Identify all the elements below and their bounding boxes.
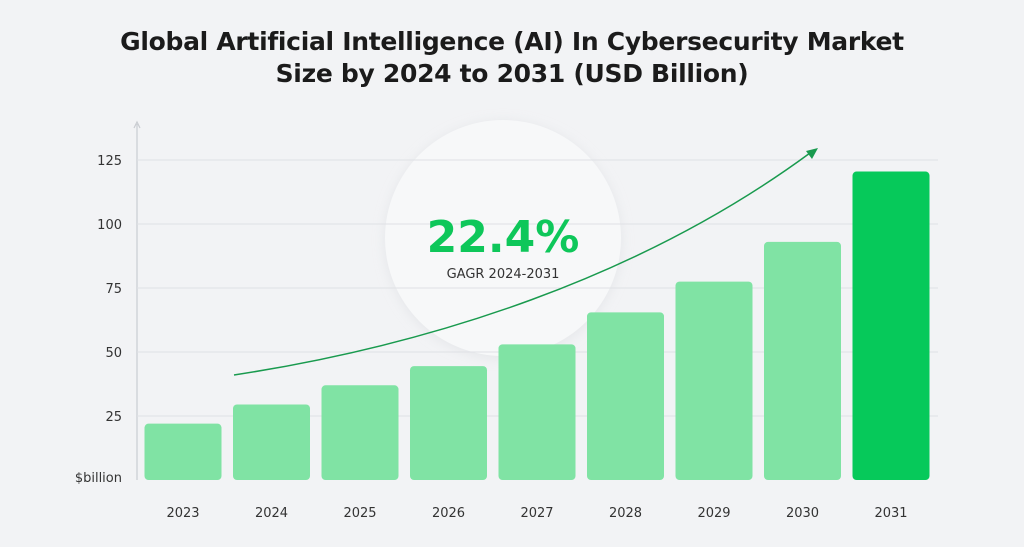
bar: [675, 281, 753, 480]
x-tick-label: 2029: [697, 506, 730, 521]
bar: [410, 366, 487, 480]
trend-arrow-line: [233, 152, 811, 376]
x-tick-label: 2026: [432, 506, 465, 521]
annotation-circle: [385, 120, 621, 356]
y-axis-label: $billion: [75, 471, 122, 486]
x-tick-label: 2023: [166, 506, 199, 521]
x-tick-label: 2028: [609, 506, 642, 521]
bar: [852, 171, 930, 480]
bar: [144, 423, 222, 480]
y-tick-label: 25: [105, 410, 122, 425]
y-tick-label: 100: [97, 218, 122, 233]
y-tick-label: 50: [105, 346, 122, 361]
y-tick-label: 125: [97, 154, 122, 169]
bar: [587, 312, 664, 480]
x-tick-label: 2025: [343, 506, 376, 521]
x-tick-label: 2030: [786, 506, 819, 521]
trend-arrow-head: [806, 148, 818, 159]
x-tick-label: 2027: [520, 506, 553, 521]
y-tick-label: 75: [105, 282, 122, 297]
bar: [498, 344, 576, 480]
bar: [233, 404, 310, 480]
x-tick-label: 2031: [874, 506, 907, 521]
chart-title-line-2: Size by 2024 to 2031 (USD Billion): [275, 59, 749, 88]
chart-title-line-1: Global Artificial Intelligence (AI) In C…: [120, 27, 904, 56]
chart-title: Global Artificial Intelligence (AI) In C…: [0, 26, 1024, 90]
annotation-value: 22.4%: [427, 212, 580, 263]
x-tick-label: 2024: [255, 506, 288, 521]
bar: [764, 241, 841, 480]
annotation-label: GAGR 2024-2031: [447, 267, 560, 282]
bar: [321, 385, 399, 480]
y-axis-arrow: [133, 120, 141, 129]
